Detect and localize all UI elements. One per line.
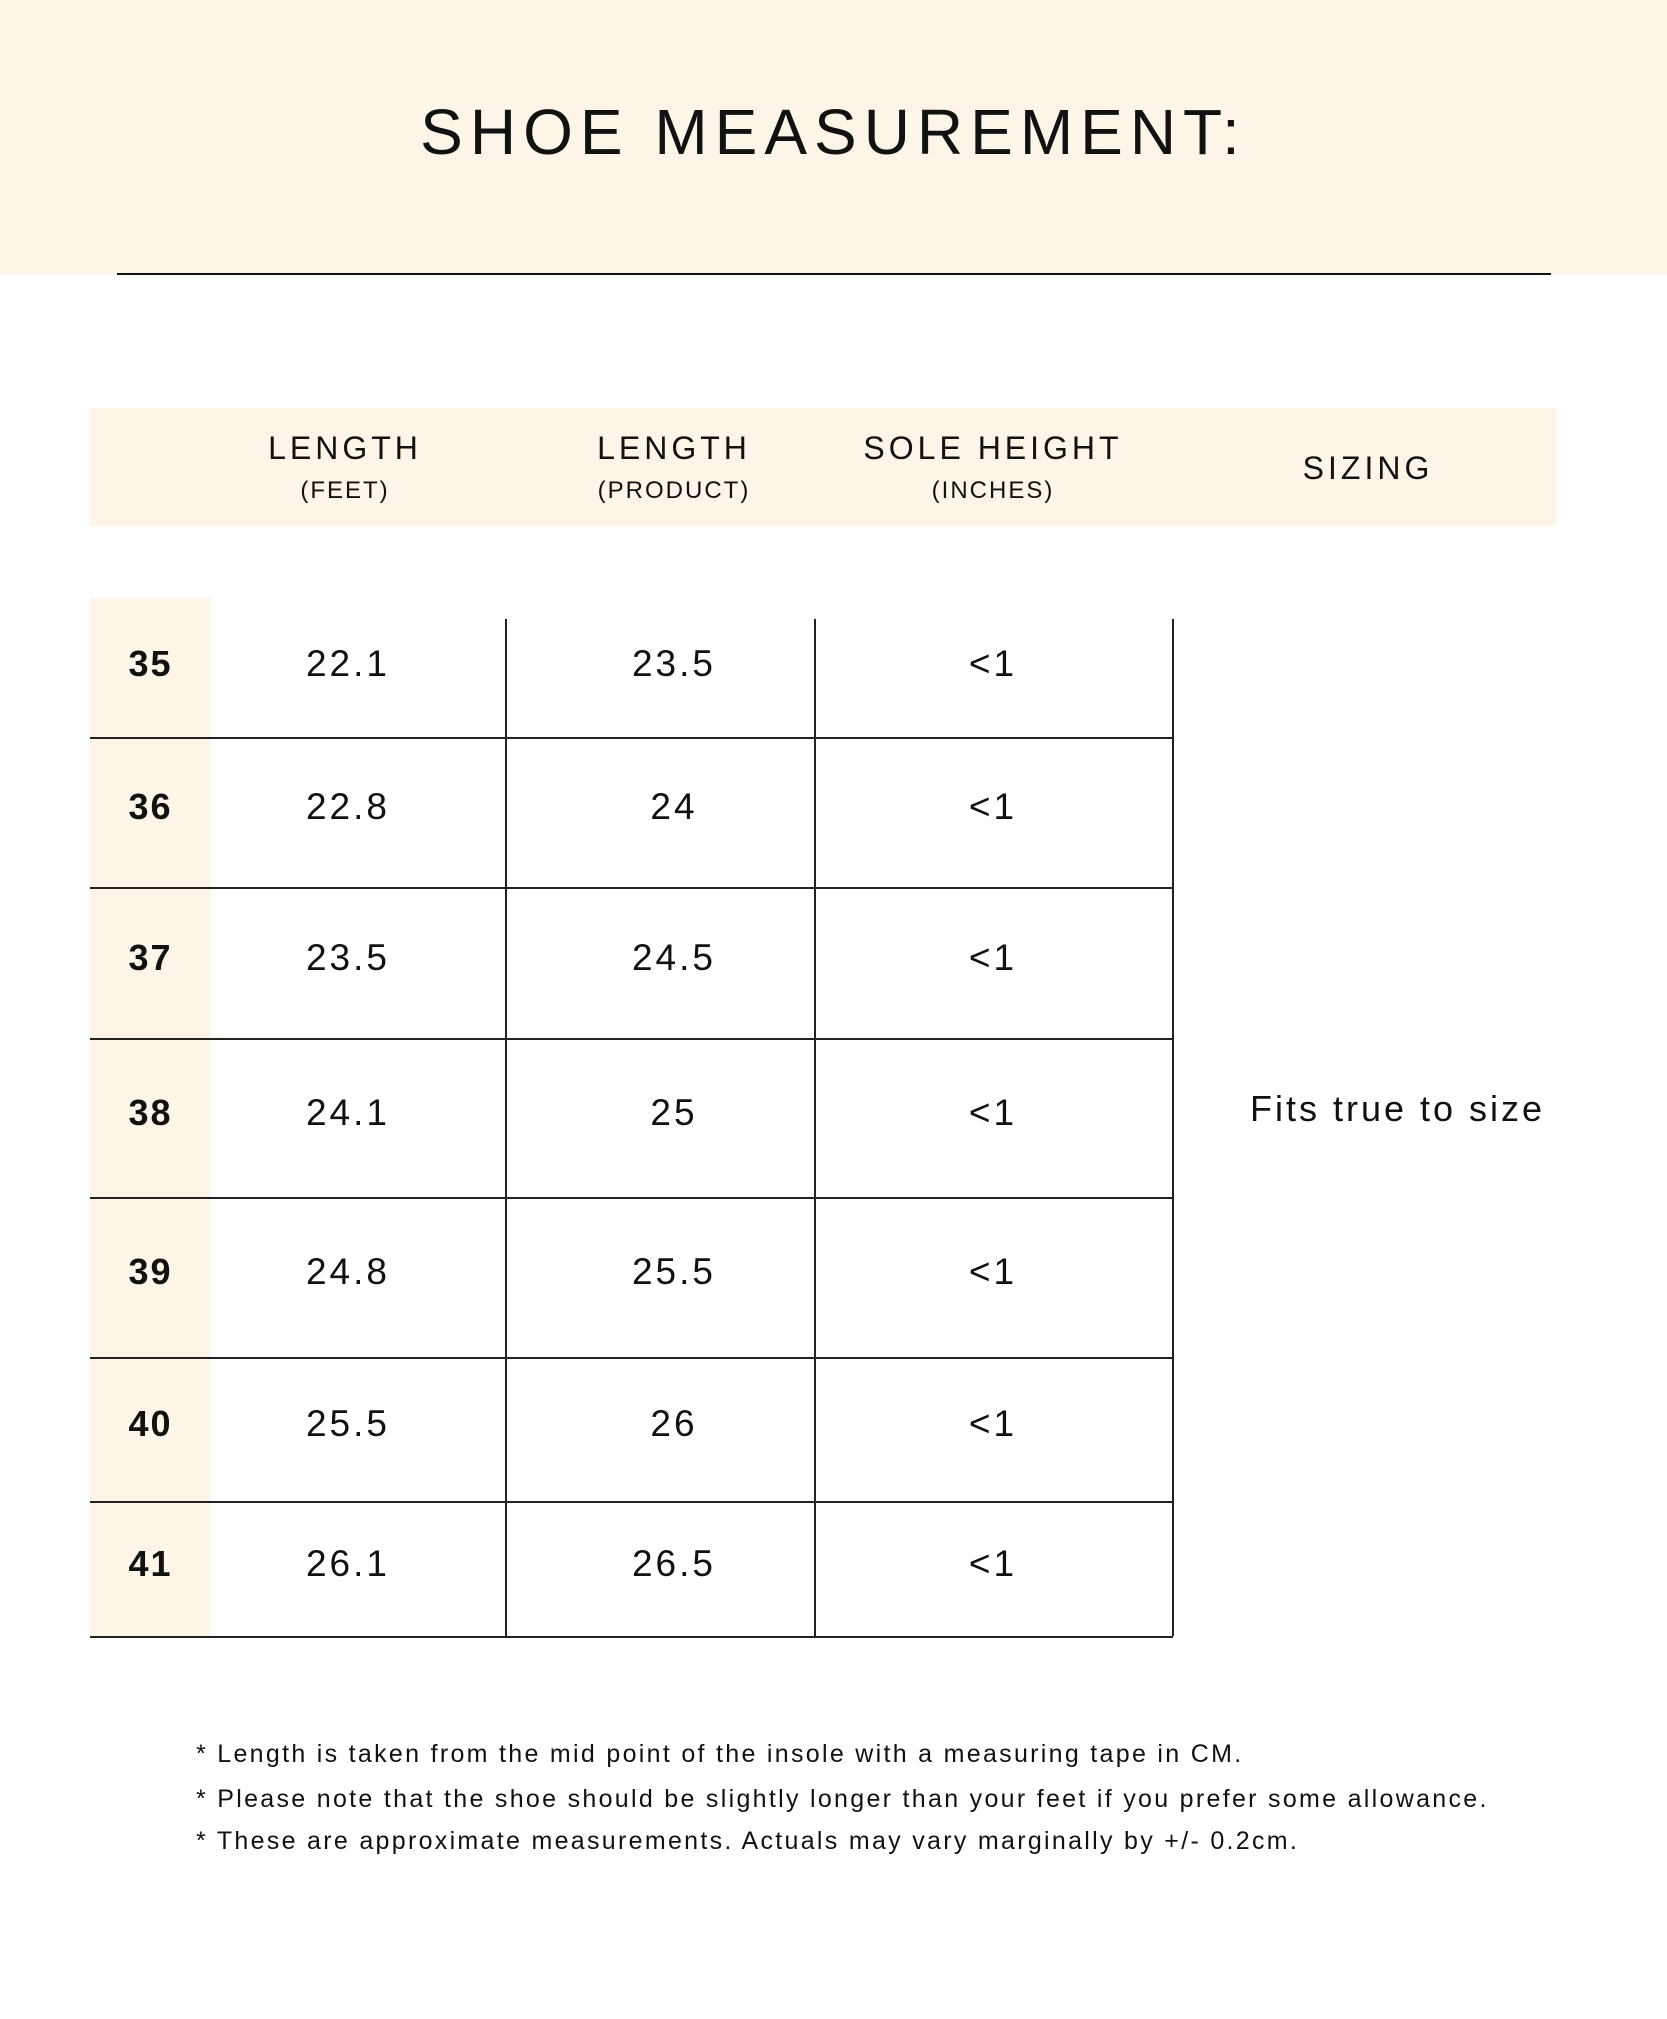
footnote: * Please note that the shoe should be sl… (196, 1785, 1489, 1813)
size-label: 38 (128, 1091, 173, 1133)
table-header: LENGTH (FEET) LENGTH (PRODUCT) SOLE HEIG… (90, 408, 1556, 526)
table-cell-feet: 25.5 (305, 1403, 390, 1444)
table-cell-feet: 24.1 (305, 1091, 390, 1133)
size-column-band (90, 598, 211, 1637)
table-cell-sole: <1 (968, 1403, 1018, 1444)
size-label: 39 (128, 1251, 173, 1292)
row-divider (90, 887, 1173, 889)
header-sole-height: SOLE HEIGHT (INCHES) (843, 430, 1143, 505)
row-divider (90, 1501, 1173, 1503)
divider (117, 273, 1551, 275)
table-cell-product: 25 (650, 1091, 698, 1133)
size-label: 37 (128, 936, 173, 978)
column-divider (505, 619, 507, 1636)
header-length-product: LENGTH (PRODUCT) (524, 430, 824, 505)
footnote: * These are approximate measurements. Ac… (196, 1827, 1300, 1855)
table-cell-sole: <1 (968, 786, 1018, 827)
header-label: SOLE HEIGHT (863, 430, 1123, 466)
row-divider (90, 737, 1173, 739)
table-cell-sole: <1 (968, 1251, 1018, 1292)
header-sublabel: (PRODUCT) (597, 477, 751, 504)
table-cell-sole: <1 (968, 1091, 1018, 1133)
header-length-feet: LENGTH (FEET) (195, 430, 495, 505)
header-label: SIZING (1302, 450, 1434, 486)
table-cell-sole: <1 (968, 936, 1018, 978)
table-cell-feet: 24.8 (305, 1251, 390, 1292)
header-sublabel: (FEET) (300, 477, 390, 504)
header-label: LENGTH (268, 430, 422, 466)
header-sublabel: (INCHES) (931, 477, 1055, 504)
table-cell-sole: <1 (968, 643, 1018, 684)
header-label: LENGTH (597, 430, 751, 466)
table-cell-product: 26 (650, 1403, 698, 1444)
row-divider (90, 1038, 1173, 1040)
table-cell-product: 26.5 (631, 1542, 716, 1584)
table-cell-product: 23.5 (631, 643, 716, 684)
row-divider (90, 1197, 1173, 1199)
size-label: 40 (128, 1403, 173, 1444)
footnote: * Length is taken from the mid point of … (196, 1740, 1244, 1768)
table-cell-sole: <1 (968, 1542, 1018, 1584)
title-band (0, 0, 1667, 275)
table-cell-feet: 22.8 (305, 786, 390, 827)
column-divider (1172, 619, 1174, 1636)
row-divider (90, 1636, 1173, 1638)
page-title: SHOE MEASUREMENT: (420, 96, 1247, 168)
size-label: 41 (128, 1542, 173, 1584)
sizing-note: Fits true to size (1250, 1088, 1546, 1129)
size-label: 36 (128, 786, 173, 827)
table-cell-feet: 22.1 (305, 643, 390, 684)
table-cell-feet: 26.1 (305, 1542, 390, 1584)
row-divider (90, 1357, 1173, 1359)
header-sizing: SIZING (1218, 450, 1518, 487)
table-cell-product: 24.5 (631, 936, 716, 978)
table-cell-feet: 23.5 (305, 936, 390, 978)
table-cell-product: 25.5 (631, 1251, 716, 1292)
table-cell-product: 24 (650, 786, 698, 827)
column-divider (814, 619, 816, 1636)
size-label: 35 (128, 643, 173, 684)
